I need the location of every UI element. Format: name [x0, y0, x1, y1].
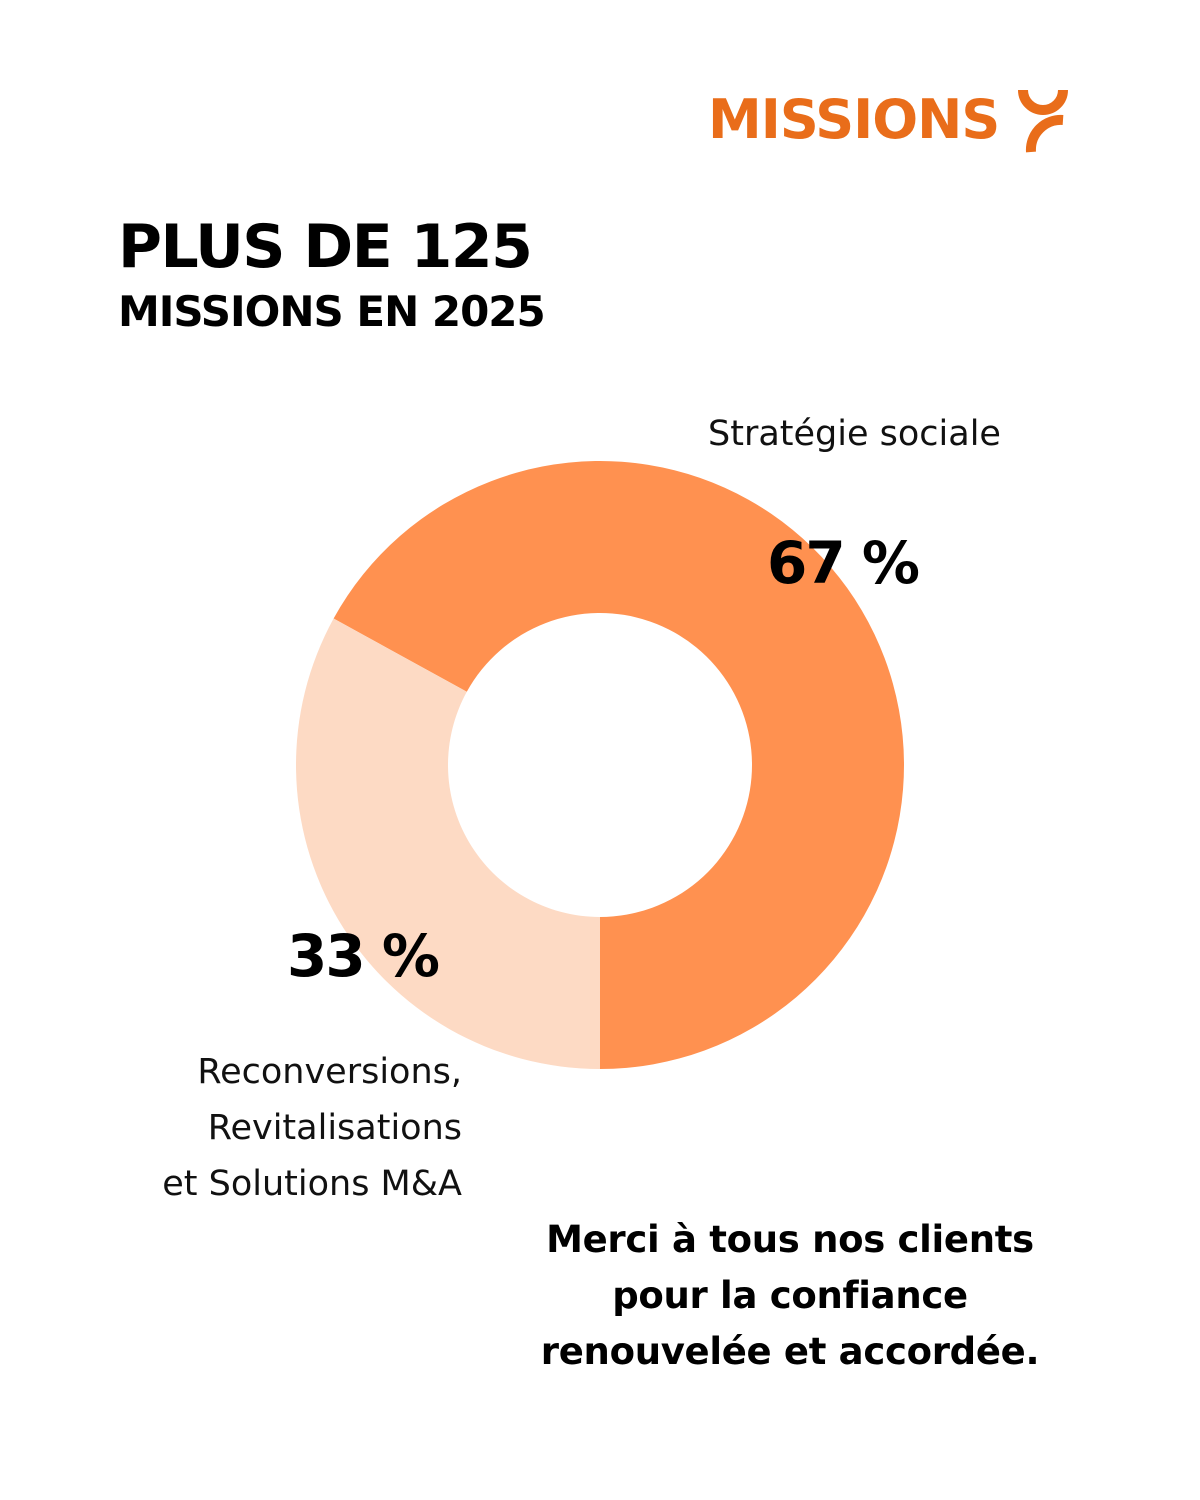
- data-label-reconversions: 33 %: [287, 922, 440, 990]
- label-line: Revitalisations: [207, 1108, 462, 1148]
- data-label-strategie-sociale: 67 %: [767, 529, 920, 597]
- thank-you-line: renouvelée et accordée.: [540, 1330, 1040, 1373]
- missions-logo-mark-icon: [1018, 89, 1069, 153]
- headline-line-2: MISSIONS EN 2025: [118, 287, 546, 336]
- label-line: et Solutions M&A: [162, 1164, 462, 1204]
- thank-you-line: Merci à tous nos clients: [546, 1218, 1034, 1261]
- thank-you-message: Merci à tous nos clients pour la confian…: [520, 1212, 1060, 1380]
- thank-you-line: pour la confiance: [612, 1274, 968, 1317]
- headline: PLUS DE 125 MISSIONS EN 2025: [118, 212, 546, 336]
- label-reconversions: Reconversions, Revitalisations et Soluti…: [162, 1044, 462, 1212]
- brand-name: MISSIONS: [708, 88, 1000, 151]
- brand-logo: MISSIONS: [708, 80, 1069, 160]
- label-line: Reconversions,: [197, 1052, 462, 1092]
- slice-reconversions: [296, 618, 600, 1069]
- label-strategie-sociale: Stratégie sociale: [708, 406, 1001, 462]
- label-line: Stratégie sociale: [708, 414, 1001, 454]
- headline-line-1: PLUS DE 125: [118, 212, 533, 282]
